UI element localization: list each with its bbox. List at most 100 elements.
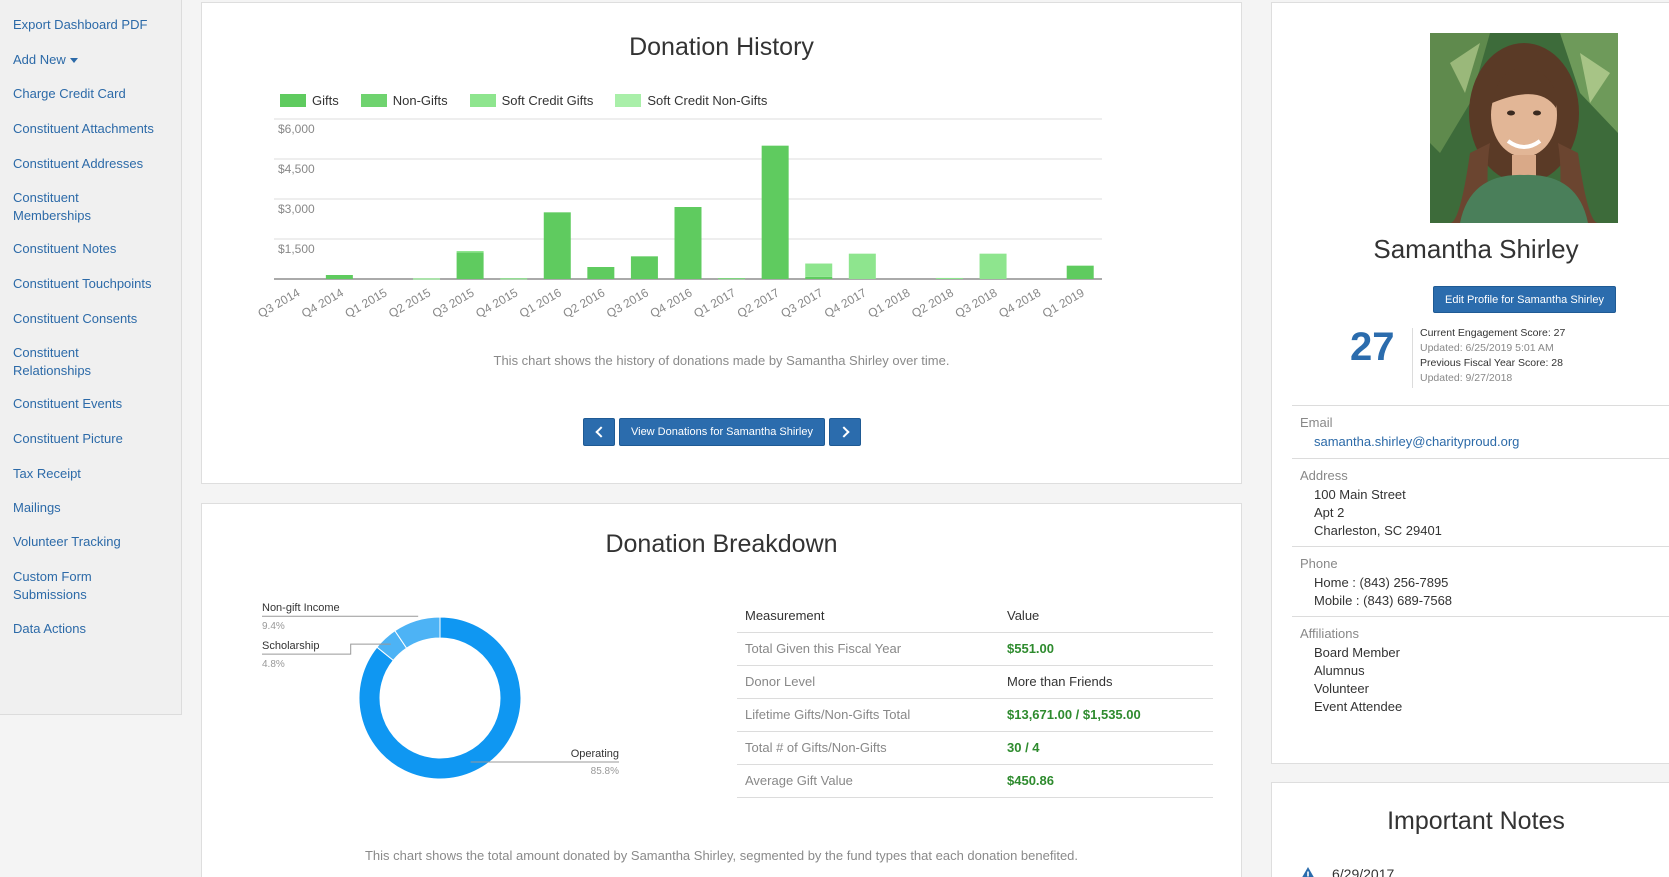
- donut-slice-operating[interactable]: [358, 616, 522, 780]
- affiliation-item: Volunteer: [1314, 681, 1369, 696]
- slice-label: Non-gift Income: [262, 602, 340, 614]
- bar-gifts[interactable]: [456, 252, 484, 279]
- bar-gifts[interactable]: [805, 276, 833, 279]
- email-label: Email: [1300, 415, 1333, 430]
- table-row: Total Given this Fiscal Year $551.00: [737, 632, 1213, 666]
- sidebar-item-constituent-attachments[interactable]: Constituent Attachments: [13, 121, 154, 136]
- bar-gifts[interactable]: [587, 267, 615, 279]
- bar-gifts[interactable]: [413, 278, 441, 280]
- bar-gifts[interactable]: [761, 145, 789, 279]
- value-cell: 30 / 4: [999, 731, 1213, 765]
- affiliations-label: Affiliations: [1300, 626, 1360, 641]
- bar-gifts[interactable]: [674, 207, 702, 279]
- sidebar-item-charge-credit-card[interactable]: Charge Credit Card: [13, 86, 126, 101]
- view-donations-button[interactable]: View Donations for Samantha Shirley: [619, 418, 825, 446]
- email-value: samantha.shirley@charityproud.org: [1314, 433, 1519, 451]
- bar-soft-credit-gifts[interactable]: [805, 263, 833, 277]
- legend-label: Soft Credit Non-Gifts: [647, 93, 768, 108]
- legend-label: Gifts: [312, 93, 339, 108]
- x-tick-label: Q2 2018: [909, 285, 956, 320]
- sidebar-item-constituent-picture[interactable]: Constituent Picture: [13, 431, 123, 446]
- sidebar-item-constituent-notes[interactable]: Constituent Notes: [13, 241, 117, 256]
- bar-soft-credit-gifts[interactable]: [979, 253, 1007, 279]
- donation-breakdown-donut: Operating 85.8% Scholarship 4.8% Non-gift In…: [262, 602, 619, 780]
- next-button[interactable]: [829, 418, 861, 446]
- bar-soft-credit-gifts[interactable]: [848, 253, 876, 279]
- sidebar-item-add-new[interactable]: Add New: [13, 51, 173, 69]
- legend-label: Soft Credit Gifts: [501, 93, 594, 108]
- y-tick-label: $1,500: [278, 242, 315, 256]
- table-row: Total # of Gifts/Non-Gifts 30 / 4: [737, 731, 1213, 765]
- bar-soft-credit-gifts[interactable]: [935, 277, 963, 279]
- edit-profile-button[interactable]: Edit Profile for Samantha Shirley: [1433, 286, 1616, 313]
- x-tick-label: Q1 2015: [343, 285, 390, 320]
- score-line: Updated: 6/25/2019 5:01 AM: [1420, 342, 1554, 354]
- x-tick-label: Q4 2017: [822, 285, 869, 320]
- history-chart-caption: This chart shows the history of donation…: [493, 353, 950, 368]
- bar-gifts[interactable]: [500, 278, 528, 280]
- x-tick-label: Q3 2018: [953, 285, 1000, 320]
- legend-swatch: [360, 94, 387, 107]
- bar-gifts[interactable]: [718, 278, 746, 280]
- section-divider: [1292, 458, 1669, 459]
- profile-name: Samantha Shirley: [1373, 234, 1579, 264]
- measurement-cell: Average Gift Value: [737, 764, 999, 798]
- legend-item-gifts[interactable]: Gifts: [280, 93, 339, 108]
- sidebar-item-mailings[interactable]: Mailings: [13, 500, 61, 515]
- bar-gifts[interactable]: [543, 212, 571, 279]
- prev-button[interactable]: [583, 418, 615, 446]
- sidebar-item-constituent-memberships[interactable]: Constituent Memberships: [13, 190, 92, 223]
- bar-gifts[interactable]: [630, 256, 658, 279]
- sidebar-item-constituent-events[interactable]: Constituent Events: [13, 396, 123, 411]
- sidebar-item-constituent-relationships[interactable]: Constituent Relationships: [13, 345, 92, 378]
- x-tick-label: Q2 2015: [386, 285, 433, 320]
- measurement-cell: Donor Level: [737, 665, 999, 699]
- sidebar-item-data-actions[interactable]: Data Actions: [13, 621, 86, 636]
- section-divider: [1292, 616, 1669, 617]
- y-tick-label: $4,500: [278, 162, 315, 176]
- profile-card: Samantha Shirley Edit Profile for Samant…: [1271, 2, 1669, 764]
- phone-label: Phone: [1300, 556, 1338, 571]
- slice-percent: 85.8%: [591, 766, 619, 777]
- sidebar-item-constituent-addresses[interactable]: Constituent Addresses: [13, 156, 144, 171]
- table-header: Measurement: [737, 599, 999, 633]
- x-tick-label: Q1 2017: [691, 285, 738, 320]
- table-row: Average Gift Value $450.86: [737, 764, 1213, 798]
- chart-legend: Gifts Non-Gifts Soft Credit Gifts Soft C…: [280, 93, 789, 108]
- sidebar-item-constituent-consents[interactable]: Constituent Consents: [13, 311, 138, 326]
- x-tick-label: Q4 2015: [473, 285, 520, 320]
- donation-breakdown-card: Donation Breakdown Operating 85.8% Scholar…: [201, 503, 1242, 877]
- bar-gifts[interactable]: [1066, 265, 1094, 279]
- sidebar-item-custom-form-submissions[interactable]: Custom Form Submissions: [13, 569, 92, 602]
- sidebar-item-tax-receipt[interactable]: Tax Receipt: [13, 466, 81, 481]
- sidebar-item-export-dashboard-pdf[interactable]: Export Dashboard PDF: [13, 17, 148, 32]
- bar-soft-credit-gifts[interactable]: [456, 251, 484, 253]
- slice-percent: 9.4%: [262, 621, 285, 632]
- sidebar-item-label: Add New: [13, 52, 66, 67]
- donation-history-title: Donation History: [629, 33, 814, 61]
- chevron-left-icon: [594, 426, 607, 438]
- score-line: Current Engagement Score: 27: [1420, 327, 1566, 339]
- bar-gifts[interactable]: [325, 275, 353, 279]
- legend-item-soft-credit-non-gifts[interactable]: Soft Credit Non-Gifts: [615, 93, 767, 108]
- x-tick-label: Q2 2017: [735, 285, 782, 320]
- note-item[interactable]: 6/29/2017: [1300, 866, 1394, 877]
- x-tick-label: Q3 2014: [255, 285, 302, 320]
- important-notes-card: Important Notes 6/29/2017: [1271, 782, 1669, 877]
- score-line: Updated: 9/27/2018: [1420, 372, 1513, 384]
- table-header-row: Measurement Value: [737, 599, 1213, 633]
- engagement-score: 27: [1350, 325, 1395, 369]
- measurement-cell: Lifetime Gifts/Non-Gifts Total: [737, 698, 999, 732]
- table-header: Value: [999, 599, 1213, 633]
- address-line: 100 Main Street: [1314, 487, 1406, 502]
- legend-swatch: [280, 94, 306, 107]
- email-link[interactable]: samantha.shirley@charityproud.org: [1314, 434, 1520, 449]
- value-cell: More than Friends: [999, 665, 1213, 699]
- sidebar-item-volunteer-tracking[interactable]: Volunteer Tracking: [13, 534, 121, 549]
- sidebar-item-constituent-touchpoints[interactable]: Constituent Touchpoints: [13, 276, 152, 291]
- legend-item-soft-credit-gifts[interactable]: Soft Credit Gifts: [469, 93, 594, 108]
- legend-item-non-gifts[interactable]: Non-Gifts: [360, 93, 448, 108]
- donut-slice-non-gift-income[interactable]: [394, 616, 441, 649]
- address-line: Charleston, SC 29401: [1314, 523, 1442, 538]
- x-tick-label: Q3 2016: [604, 285, 651, 320]
